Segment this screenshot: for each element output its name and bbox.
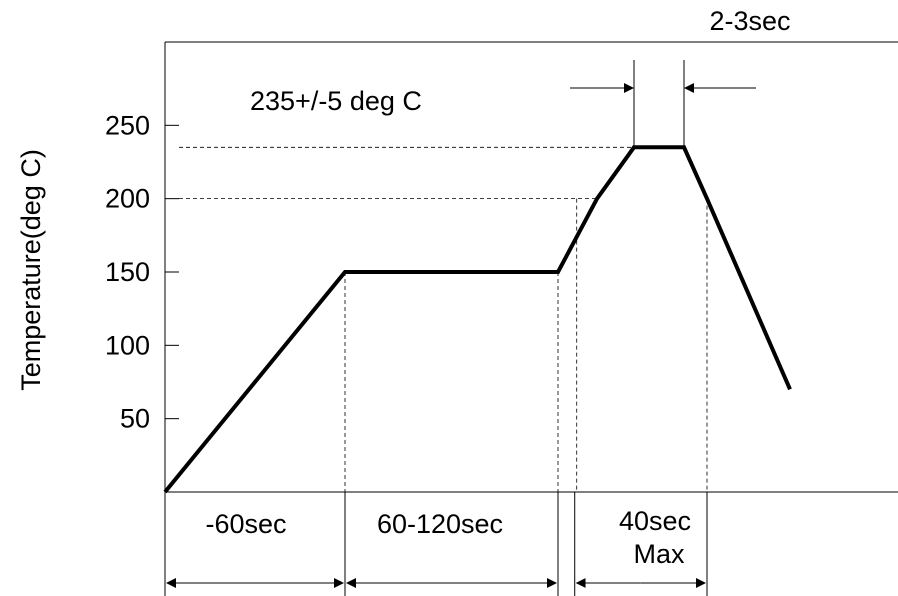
temperature-profile-line [163, 145, 792, 494]
interval-guides [344, 198, 708, 492]
peak-temperature-label: 235+/-5 deg C [250, 86, 422, 116]
interval-label-above-200-line1: 40sec [619, 506, 691, 536]
y-ticks: 50 100 150 200 250 [105, 110, 179, 434]
y-axis-label: Temperature(deg C) [16, 149, 46, 391]
interval-label-ramp: -60sec [205, 509, 286, 539]
interval-annotations [164, 492, 708, 596]
y-tick-label-100: 100 [105, 330, 150, 360]
interval-label-soak: 60-120sec [377, 509, 503, 539]
interval-label-above-200-line2: Max [633, 539, 685, 569]
peak-duration-annotation [570, 60, 756, 148]
y-tick-label-200: 200 [105, 184, 150, 214]
y-tick-label-150: 150 [105, 257, 150, 287]
peak-duration-label: 2-3sec [709, 6, 790, 36]
y-tick-label-50: 50 [120, 404, 150, 434]
y-tick-label-250: 250 [105, 110, 150, 140]
